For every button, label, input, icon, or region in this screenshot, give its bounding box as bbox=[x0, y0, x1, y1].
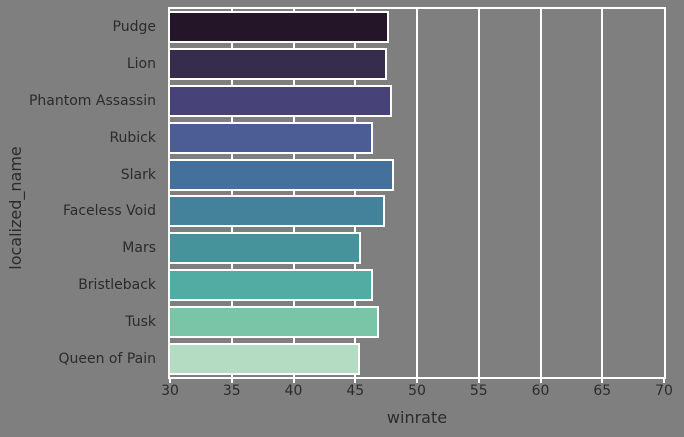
bar-slark bbox=[168, 158, 394, 191]
plot-area bbox=[168, 7, 666, 379]
y-axis-label: localized_name bbox=[6, 146, 25, 270]
x-tick-label: 40 bbox=[284, 383, 303, 399]
gridline-x-50 bbox=[416, 9, 418, 377]
x-tick-label: 65 bbox=[593, 383, 612, 399]
gridline-x-35 bbox=[230, 9, 233, 377]
y-tick-label: Lion bbox=[126, 56, 156, 73]
x-tick-mark bbox=[601, 379, 604, 383]
y-tick-label: Bristleback bbox=[78, 277, 156, 293]
bar-pudge bbox=[168, 11, 389, 44]
x-axis-label: winrate bbox=[386, 408, 448, 427]
y-tick-label: Queen of Pain bbox=[58, 350, 156, 367]
bar-rubick bbox=[168, 121, 373, 154]
x-tick-label: 30 bbox=[161, 383, 179, 399]
bar-mars bbox=[168, 232, 362, 265]
x-tick-mark bbox=[663, 379, 665, 383]
bar-bristleback bbox=[168, 269, 373, 301]
gridline-x-65 bbox=[601, 9, 604, 377]
gridline-x-60 bbox=[539, 9, 542, 377]
y-tick-label: Rubick bbox=[109, 129, 156, 146]
y-tick-label: Phantom Assassin bbox=[28, 93, 156, 109]
bar-tusk bbox=[168, 305, 379, 338]
x-tick-label: 50 bbox=[408, 383, 426, 399]
x-tick-mark bbox=[477, 379, 480, 383]
x-tick-mark bbox=[292, 379, 295, 383]
y-tick-label: Mars bbox=[122, 240, 156, 257]
x-tick-label: 45 bbox=[346, 383, 365, 399]
x-tick-label: 70 bbox=[655, 383, 673, 399]
y-tick-label: Faceless Void bbox=[62, 203, 156, 220]
x-tick-mark bbox=[416, 379, 418, 383]
x-tick-label: 35 bbox=[222, 383, 241, 399]
bar-queen-of-pain bbox=[168, 342, 361, 375]
x-tick-mark bbox=[539, 379, 542, 383]
x-tick-mark bbox=[169, 379, 171, 383]
gridline-x-55 bbox=[477, 9, 480, 377]
y-tick-label: Slark bbox=[120, 166, 156, 183]
x-tick-label: 60 bbox=[531, 383, 550, 399]
gridline-x-40 bbox=[292, 9, 295, 377]
y-tick-label: Pudge bbox=[112, 19, 156, 36]
x-tick-mark bbox=[230, 379, 233, 383]
bar-lion bbox=[168, 48, 388, 81]
x-tick-mark bbox=[354, 379, 357, 383]
x-tick-label: 55 bbox=[469, 383, 488, 399]
bar-faceless-void bbox=[168, 195, 385, 228]
gridline-x-45 bbox=[354, 9, 357, 377]
y-tick-label: Tusk bbox=[125, 313, 156, 330]
bar-phantom-assassin bbox=[168, 85, 393, 117]
